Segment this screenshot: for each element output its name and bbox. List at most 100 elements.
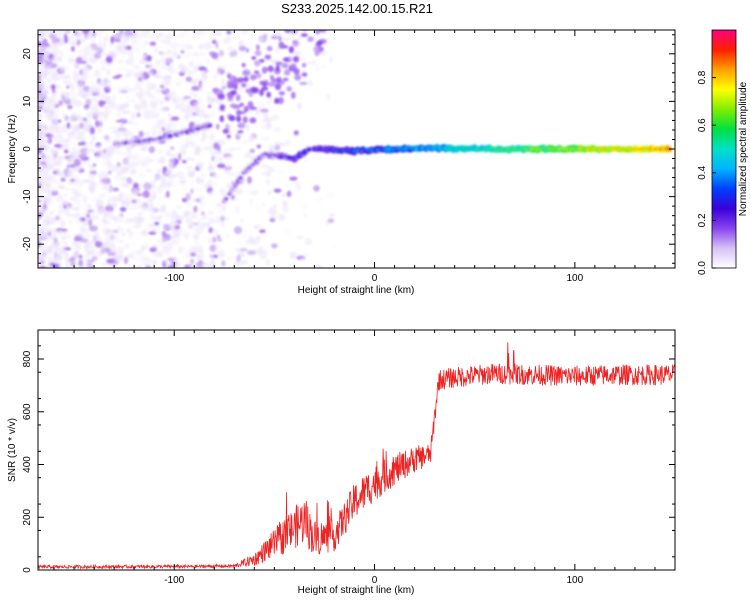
spectrogram-cell: [208, 190, 216, 197]
spectrogram-cell: [249, 234, 254, 240]
spectrogram-cell: [282, 45, 289, 49]
spectrogram-cell: [118, 86, 124, 92]
spectrogram-cell: [116, 74, 123, 78]
spectrogram-cell: [326, 192, 335, 198]
spectrogram-cell: [207, 217, 216, 224]
spectrogram-cell: [209, 244, 217, 252]
spectrogram-cell: [89, 164, 94, 172]
spectrogram-cell: [44, 182, 51, 189]
spectrogram-cell: [198, 200, 205, 207]
spectrogram-cell: [43, 99, 51, 107]
spectrogram-cell: [237, 86, 244, 93]
spectrogram-cell: [260, 108, 269, 113]
spectrogram-cell: [160, 57, 168, 65]
spectrogram-cell: [167, 78, 172, 84]
spectrogram-cell: [105, 185, 113, 193]
spectrogram-cell: [163, 50, 170, 57]
spectrogram-y-tick-label: -10: [22, 189, 33, 204]
spectrogram-cell: [48, 256, 54, 264]
spectrogram-cell: [69, 178, 76, 183]
spectrogram-cell: [286, 86, 293, 92]
spectrogram-cell: [45, 46, 54, 52]
spectrogram-cell: [266, 178, 270, 185]
spectrogram-cell: [96, 86, 101, 93]
spectrogram-cell: [143, 182, 153, 190]
spectrogram-cell: [212, 175, 221, 179]
spectrogram-cell: [156, 159, 166, 164]
spectrogram-cell: [156, 186, 163, 194]
spectrogram-cell: [49, 210, 57, 213]
spectrogram-cell: [119, 120, 124, 129]
spectrogram-cell: [235, 147, 243, 151]
spectrogram-cell: [38, 148, 43, 155]
spectrogram-cell: [193, 111, 202, 118]
spectrogram-cell: [82, 124, 91, 133]
spectrogram-cell: [190, 245, 199, 253]
spectrogram-cell: [100, 192, 106, 198]
spectrogram-cell: [208, 165, 213, 172]
spectrogram-cell: [209, 141, 215, 147]
spectrogram-cell: [90, 176, 94, 183]
spectrogram-cell: [223, 189, 227, 197]
spectrogram-cell: [236, 109, 242, 116]
spectrogram-cell: [158, 149, 162, 154]
spectrogram-cell: [145, 168, 153, 173]
spectrogram-cell: [44, 214, 49, 220]
spectrogram-cell: [151, 253, 161, 257]
spectrogram-cell: [161, 63, 169, 71]
spectrogram-cell: [213, 73, 218, 81]
spectrogram-cell: [135, 198, 140, 203]
spectrogram-cell: [163, 223, 169, 230]
spectrogram-cell: [170, 42, 179, 50]
spectrogram-cell: [100, 186, 108, 190]
spectrogram-cell: [150, 32, 156, 39]
spectrogram-cell: [188, 167, 194, 173]
spectrogram-cell: [126, 155, 132, 160]
spectrogram-cell: [90, 38, 95, 42]
spectrogram-cell: [214, 139, 224, 143]
spectrogram-cell: [42, 146, 49, 150]
spectrogram-cell: [138, 130, 144, 138]
spectrogram-cell: [253, 60, 261, 67]
spectrogram-cell: [215, 202, 219, 207]
spectrogram-cell: [173, 263, 181, 268]
spectrogram-cell: [88, 174, 97, 178]
spectrogram-cell: [52, 52, 57, 57]
spectrogram-cell: [195, 176, 200, 182]
spectrogram-cell: [104, 68, 113, 72]
spectrogram-cell: [94, 69, 101, 78]
snr-panel: -100 0 100 0 200 400 600 800 Height of straigh…: [7, 329, 676, 596]
spectrogram-cell: [118, 192, 123, 200]
spectrogram-cell: [104, 174, 108, 180]
spectrogram-cell: [189, 141, 197, 147]
spectrogram-cell: [192, 233, 200, 239]
spectrogram-cell: [87, 204, 92, 208]
spectrogram-cell: [162, 233, 169, 238]
spectrogram-cell: [117, 172, 121, 176]
spectrogram-cell: [61, 200, 69, 206]
spectrogram-cell: [273, 127, 282, 133]
spectrogram-cell: [139, 43, 148, 51]
spectrogram-cell: [316, 40, 323, 46]
spectrogram-cell: [97, 46, 106, 52]
spectrogram-cell: [273, 188, 282, 193]
spectrogram-cell: [278, 91, 286, 96]
spectrogram-cell: [84, 33, 94, 40]
spectrogram-cell: [133, 65, 141, 70]
spectrogram-cell: [103, 43, 107, 48]
spectrogram-cell: [135, 250, 144, 256]
spectrogram-cell: [69, 220, 73, 226]
spectrogram-cell: [38, 201, 44, 210]
spectrogram-cell: [156, 119, 163, 127]
spectrogram-cell: [125, 145, 135, 150]
spectrogram-cell: [144, 265, 152, 268]
spectrogram-cell: [78, 185, 83, 194]
spectrogram-cell: [282, 57, 290, 62]
spectrogram-cell: [62, 230, 67, 235]
spectrogram-cell: [71, 127, 80, 133]
colorbar-gradient: [712, 30, 736, 268]
spectrogram-cell: [159, 219, 164, 226]
spectrogram-cell: [65, 138, 70, 143]
spectrogram-cell: [108, 147, 112, 155]
spectrogram-cell: [322, 65, 326, 69]
